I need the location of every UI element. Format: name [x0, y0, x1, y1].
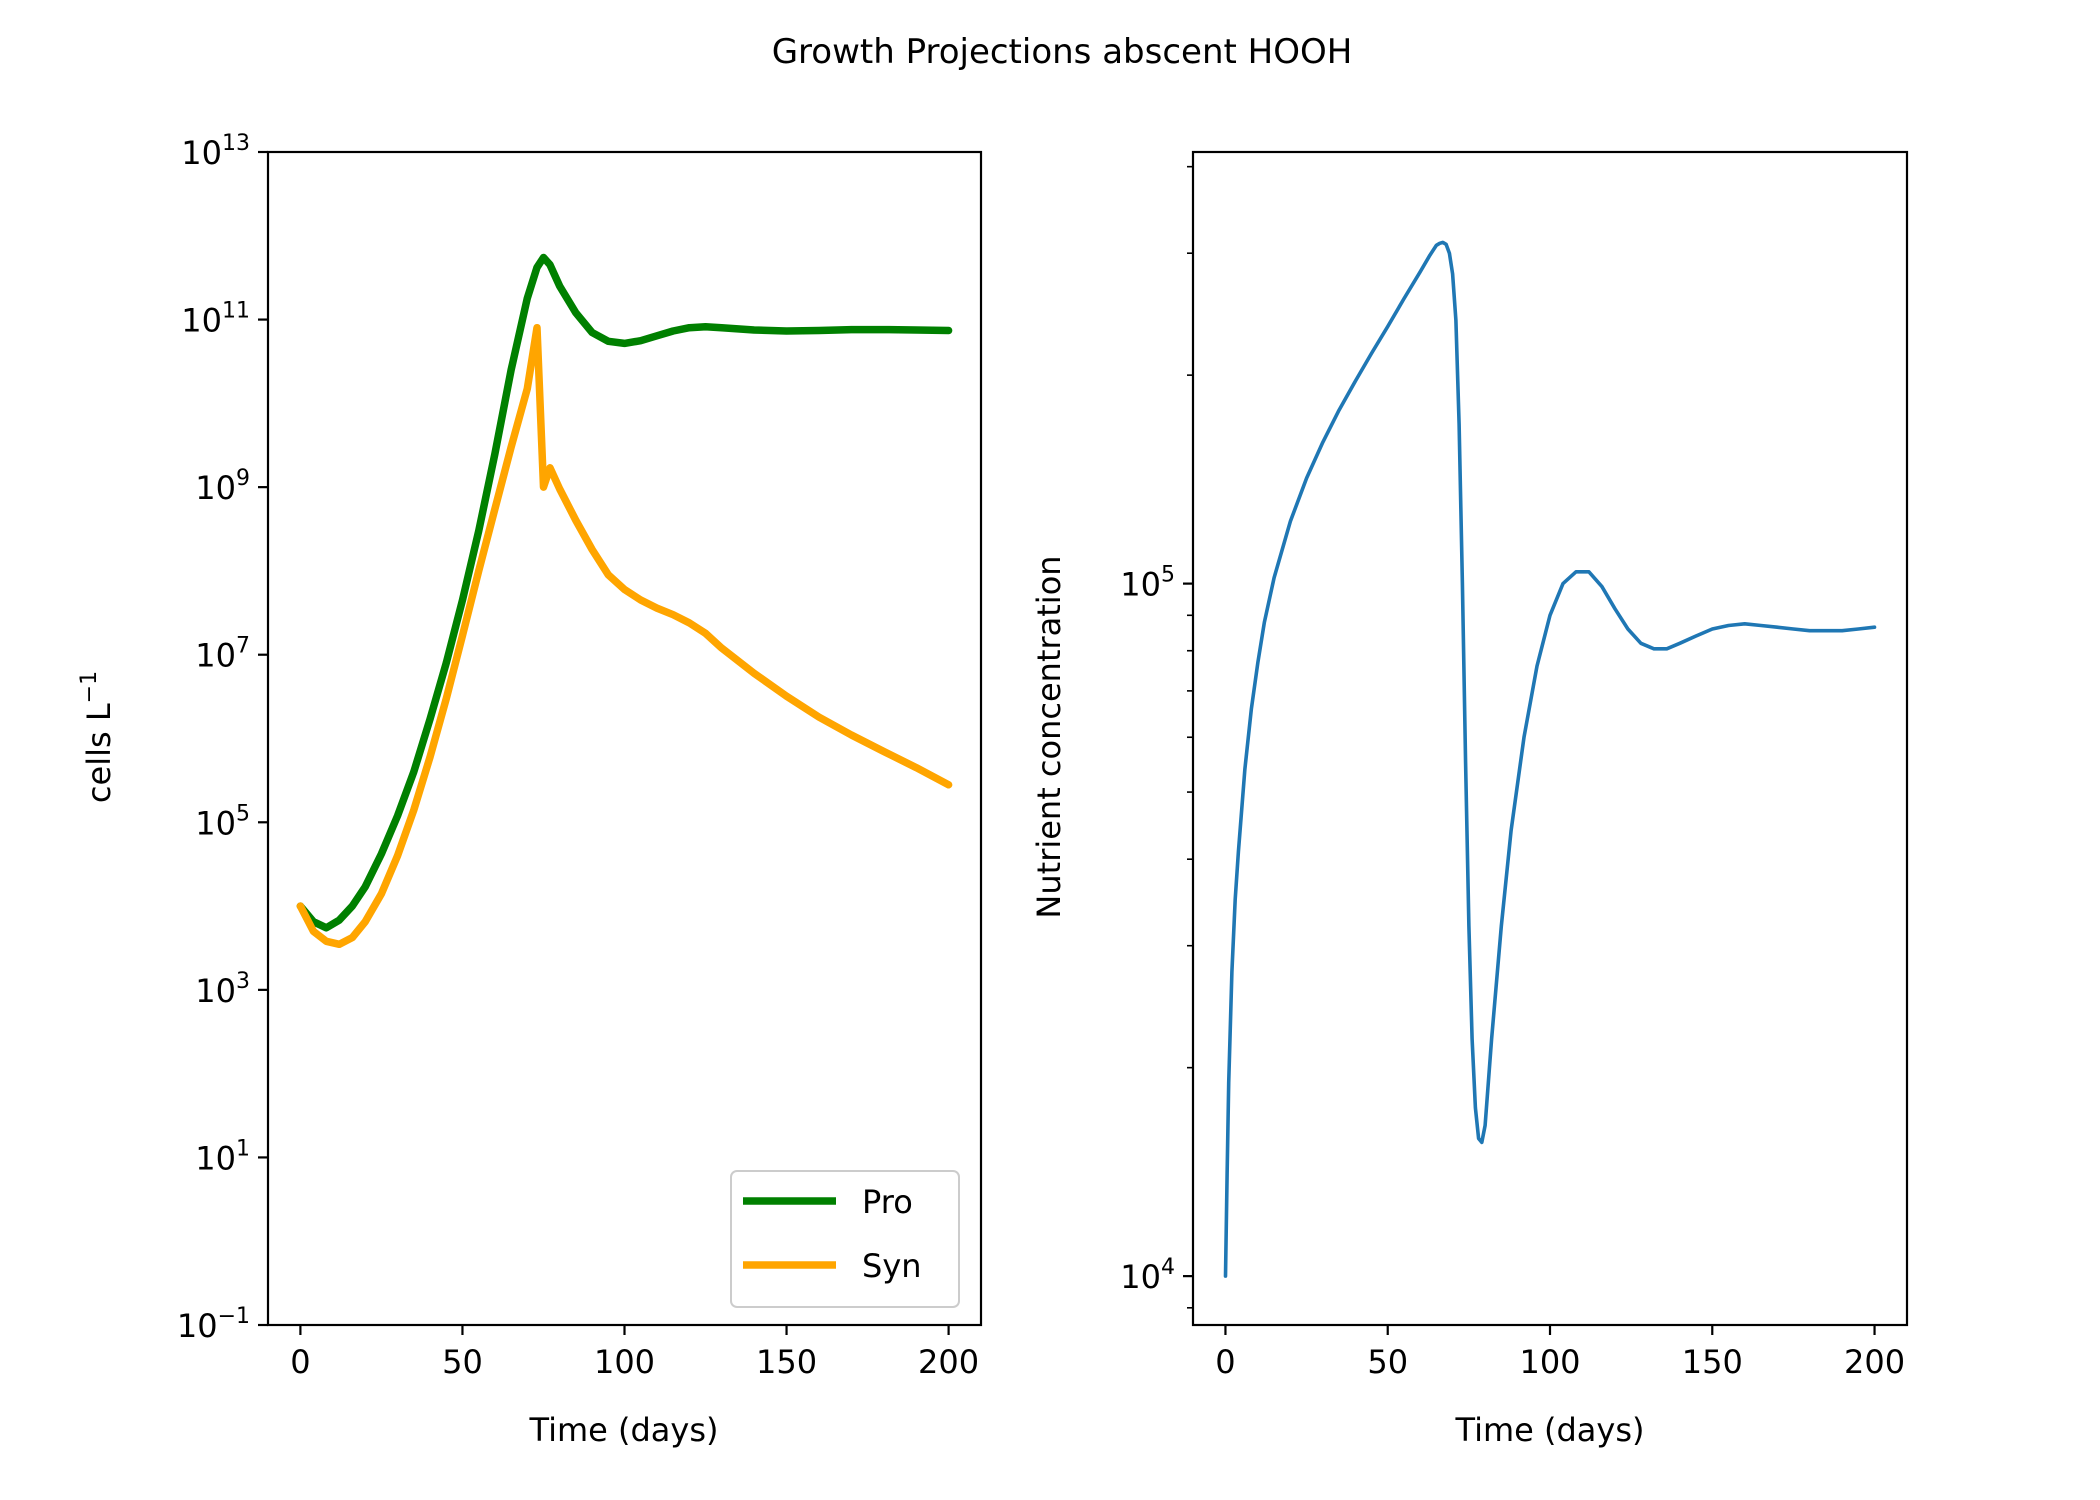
right-y-tick-label: 104	[1120, 1255, 1175, 1296]
right-x-tick-label: 50	[1367, 1343, 1408, 1381]
right-series-line	[1223, 240, 1877, 1278]
right-x-tick-label: 200	[1844, 1343, 1905, 1381]
left-y-tick-label: 10−1	[177, 1304, 250, 1345]
right-y-tick-label: 105	[1120, 563, 1175, 604]
figure-title: Growth Projections abscent HOOH	[772, 32, 1353, 72]
right-x-tick-label: 150	[1682, 1343, 1743, 1381]
left-y-tick-label: 109	[195, 466, 250, 507]
left-y-tick-label: 103	[195, 969, 250, 1010]
left-x-ticks: 0 50 100 150 200	[290, 1325, 979, 1381]
left-x-tick-label: 200	[918, 1343, 979, 1381]
left-series-lines	[296, 253, 953, 949]
left-y-tick-label: 1013	[181, 131, 250, 172]
right-chart-panel: 0 50 100 150 200 104 105 Time (days) Nutrient…	[1030, 150, 1909, 1449]
pro-series-line	[296, 253, 953, 932]
left-x-tick-label: 100	[594, 1343, 655, 1381]
right-y-axis-label: Nutrient concentration	[1030, 555, 1068, 918]
right-series-lines	[1223, 240, 1877, 1278]
left-x-axis-label: Time (days)	[529, 1411, 719, 1449]
left-y-axis-label: cells L−1	[77, 671, 118, 803]
legend: Pro Syn	[730, 1170, 960, 1308]
syn-series-line	[296, 323, 953, 949]
right-x-axis-label: Time (days)	[1455, 1411, 1645, 1449]
left-y-tick-label: 105	[195, 801, 250, 842]
left-x-tick-label: 150	[756, 1343, 817, 1381]
left-y-ticks: 10−1 101 103 105 107 109 1011 1013	[177, 131, 268, 1345]
right-x-ticks: 0 50 100 150 200	[1215, 1325, 1905, 1381]
right-y-axis-label-text: Nutrient concentration	[1030, 555, 1068, 918]
legend-label-pro: Pro	[862, 1183, 913, 1221]
left-x-tick-label: 0	[290, 1343, 310, 1381]
left-y-tick-label: 107	[195, 634, 250, 675]
left-x-tick-label: 50	[442, 1343, 483, 1381]
left-y-tick-label: 101	[195, 1136, 250, 1177]
right-y-ticks: 104 105	[1120, 165, 1193, 1309]
legend-label-syn: Syn	[862, 1247, 922, 1285]
svg-text:cells L−1: cells L−1	[77, 671, 118, 803]
left-y-axis-label-main: cells L	[80, 703, 118, 803]
right-x-tick-label: 0	[1215, 1343, 1235, 1381]
left-chart-panel: 0 50 100 150 200 10−1 101 103 105 107 109 1011 1013…	[77, 131, 983, 1449]
left-y-tick-label: 1011	[181, 299, 250, 340]
left-y-axis-label-sup: −1	[77, 671, 102, 703]
right-x-tick-label: 100	[1519, 1343, 1580, 1381]
legend-box	[730, 1170, 960, 1308]
